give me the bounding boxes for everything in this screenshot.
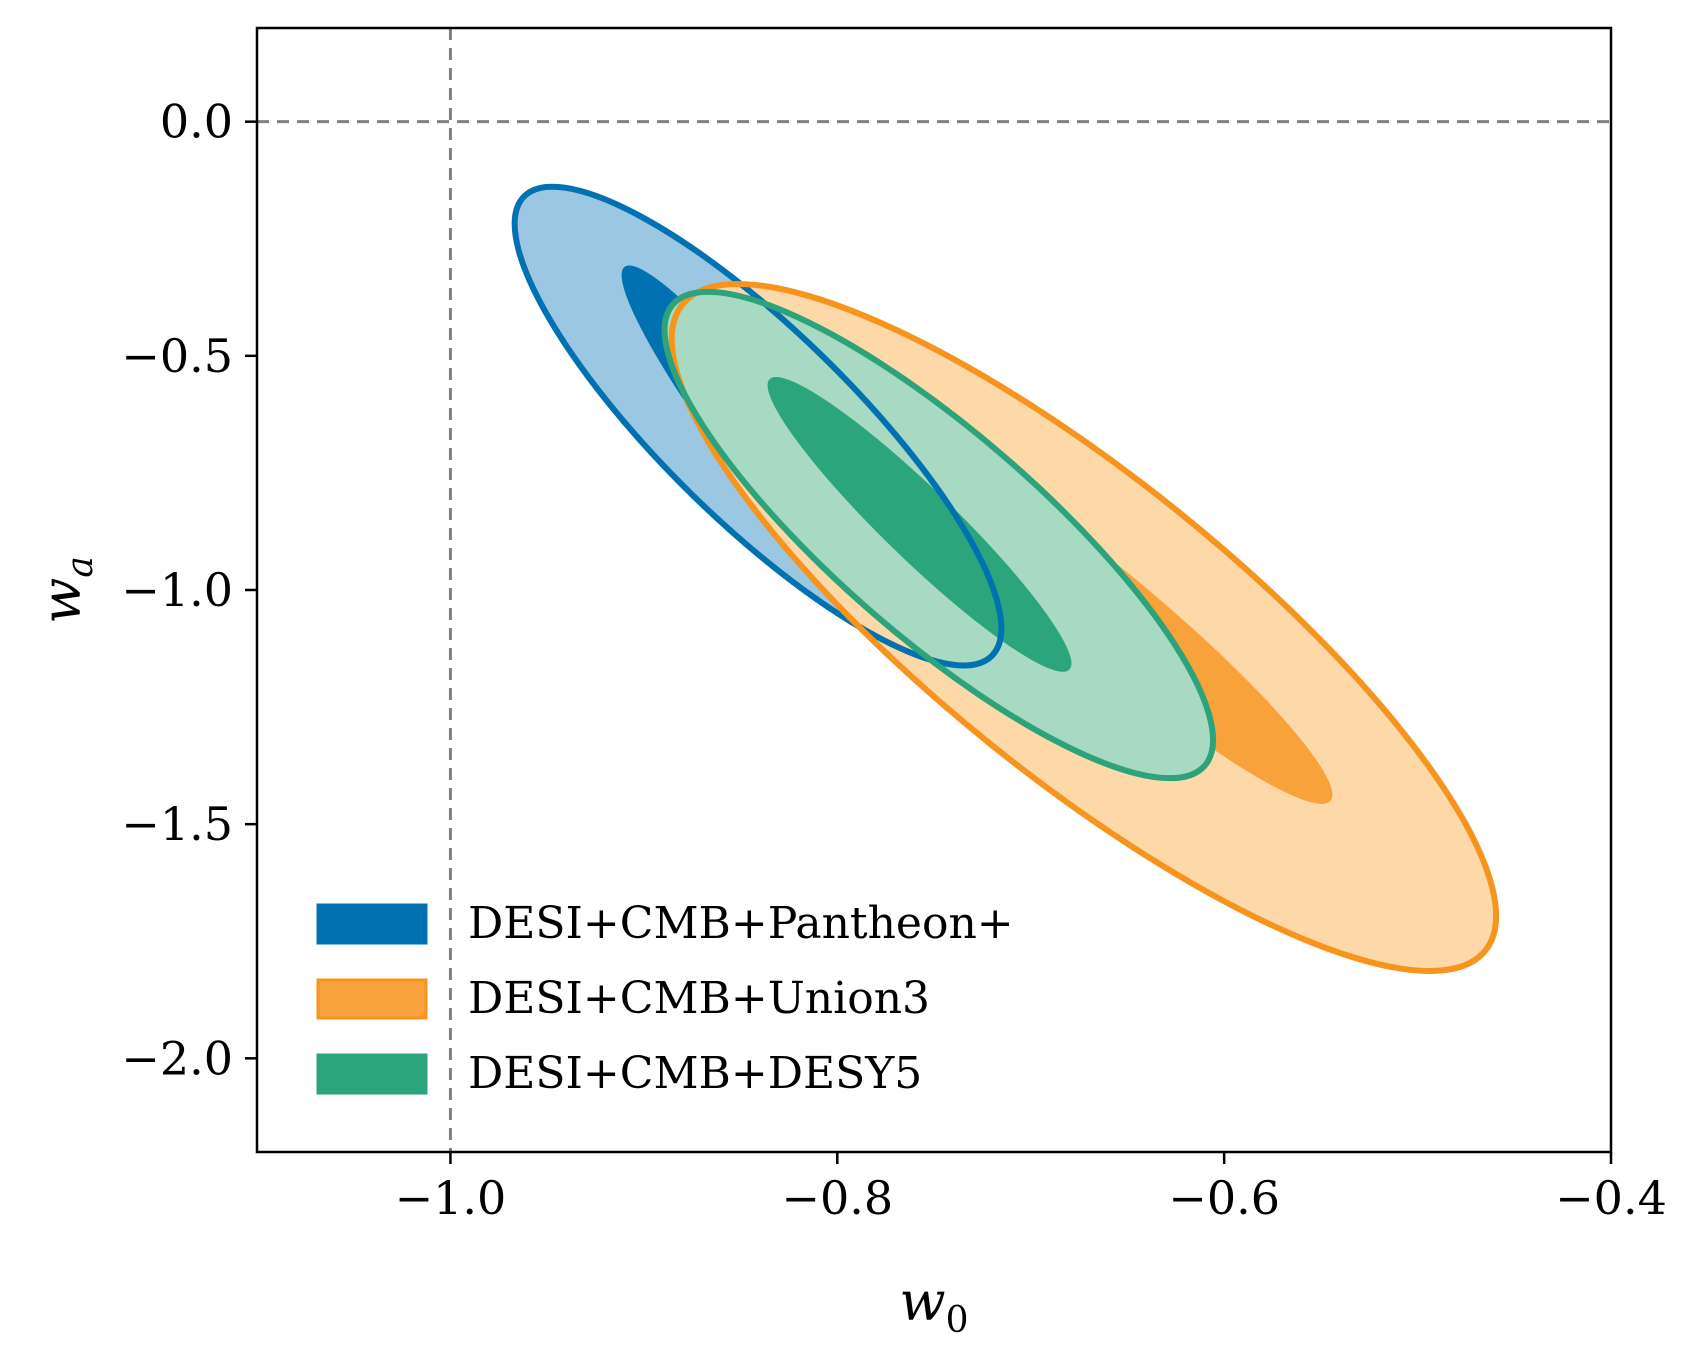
pantheon-contour-2sigma-outline bbox=[511, 183, 1005, 669]
y-axis-label-subscript: a bbox=[60, 556, 101, 577]
x-axis-label-subscript: 0 bbox=[946, 1300, 969, 1341]
contour-layer bbox=[511, 183, 1500, 974]
legend: DESI+CMB+Pantheon+ DESI+CMB+Union3 DESI+CM… bbox=[316, 898, 1014, 1099]
legend-swatch bbox=[316, 1053, 428, 1095]
x-axis-label: w0 bbox=[899, 1270, 968, 1341]
y-tick-label: 0.0 bbox=[160, 95, 233, 149]
desy5-contour-2sigma-outline bbox=[661, 288, 1217, 782]
x-axis-label-main: w bbox=[899, 1270, 945, 1333]
y-tick-label: −1.0 bbox=[121, 563, 233, 617]
legend-label: DESI+CMB+Pantheon+ bbox=[468, 898, 1014, 949]
legend-swatch bbox=[316, 978, 428, 1020]
y-tick-label: −1.5 bbox=[121, 797, 233, 851]
legend-label: DESI+CMB+Union3 bbox=[468, 973, 930, 1024]
y-axis-label-main: w bbox=[30, 578, 93, 624]
x-tick-label: −0.8 bbox=[781, 1171, 893, 1225]
reference-lines bbox=[257, 28, 1611, 1152]
x-tick-label: −0.4 bbox=[1555, 1171, 1667, 1225]
y-tick-label: −0.5 bbox=[121, 329, 233, 383]
union3-contour-2sigma-outline bbox=[668, 281, 1500, 974]
legend-label: DESI+CMB+DESY5 bbox=[468, 1048, 922, 1099]
y-tick-label: −2.0 bbox=[121, 1031, 233, 1085]
y-axis-ticks: 0.0 −0.5 −1.0 −1.5 −2.0 bbox=[121, 95, 257, 1085]
y-axis-label: wa bbox=[30, 556, 101, 624]
legend-swatch bbox=[316, 903, 428, 945]
x-tick-label: −0.6 bbox=[1168, 1171, 1280, 1225]
x-axis-ticks: −1.0 −0.8 −0.6 −0.4 bbox=[395, 1152, 1667, 1225]
x-tick-label: −1.0 bbox=[395, 1171, 507, 1225]
